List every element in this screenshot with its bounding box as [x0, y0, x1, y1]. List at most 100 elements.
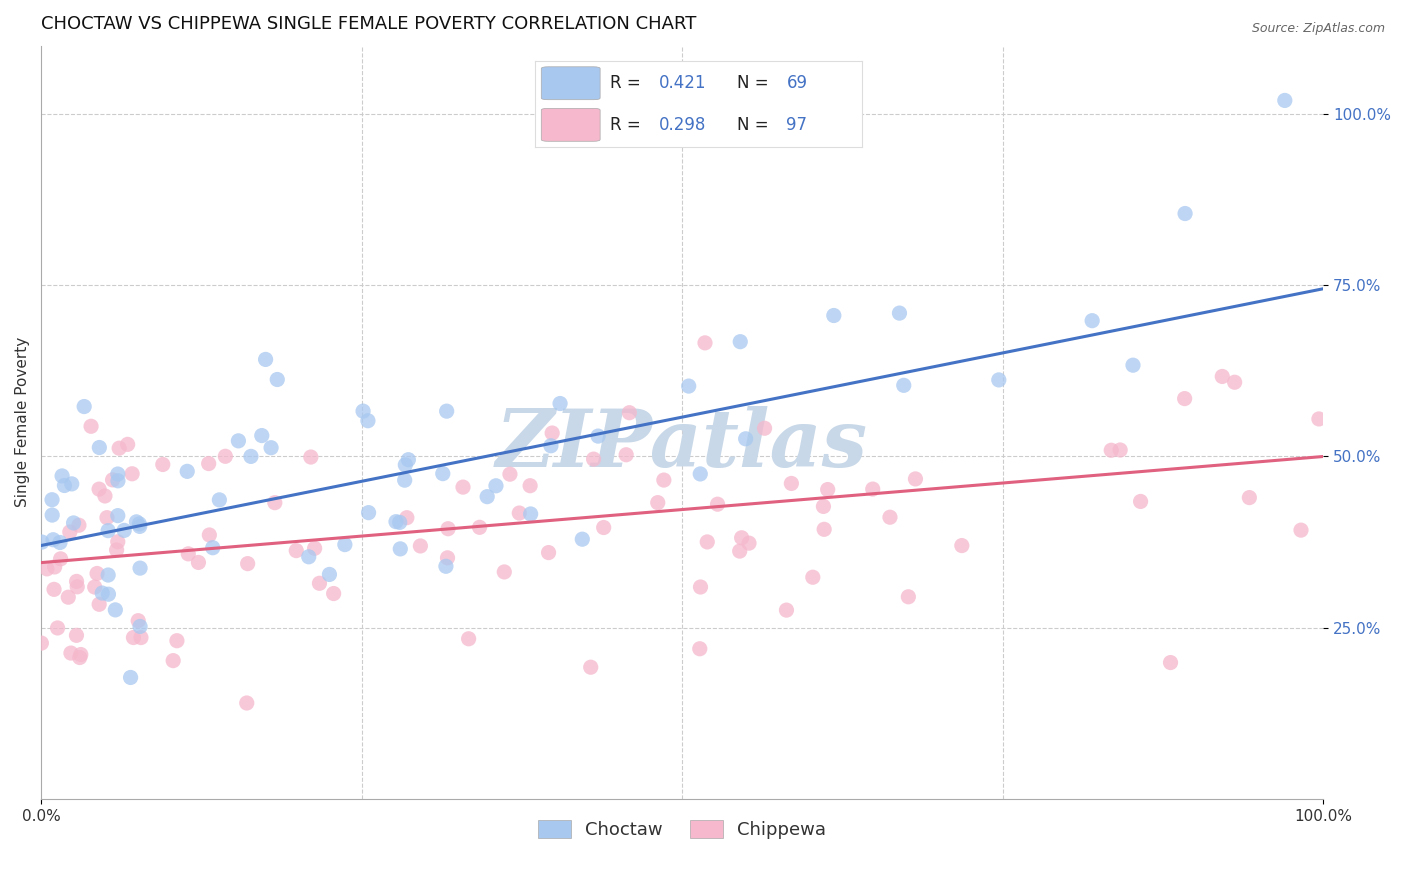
Point [436, 550, 458, 565]
Point [388, 516, 411, 530]
Point [41, 492, 63, 507]
Point [586, 429, 609, 443]
Point [693, 335, 716, 350]
Point [689, 641, 711, 656]
Point [987, 373, 1010, 387]
Point [304, 541, 326, 556]
Point [60, 476, 83, 491]
Point [437, 522, 460, 536]
Point [706, 497, 728, 511]
Point [389, 541, 412, 556]
Point [1274, 94, 1296, 108]
Point [266, 372, 288, 386]
Point [129, 619, 152, 633]
Point [87, 482, 110, 496]
Point [1081, 314, 1104, 328]
Point [236, 696, 259, 710]
Point [1289, 523, 1312, 537]
Point [89, 441, 111, 455]
Point [537, 545, 560, 559]
Point [780, 476, 803, 491]
Point [801, 570, 824, 584]
Point [285, 543, 308, 558]
Y-axis label: Single Female Poverty: Single Female Poverty [15, 337, 30, 508]
Point [58, 591, 80, 605]
Point [86, 566, 108, 581]
Point [548, 396, 571, 410]
Point [457, 632, 479, 646]
Point [80, 419, 103, 434]
Point [236, 557, 259, 571]
Point [51, 469, 73, 483]
Point [208, 492, 231, 507]
Point [571, 532, 593, 546]
Point [129, 561, 152, 575]
Point [89, 597, 111, 611]
Point [260, 441, 283, 455]
Point [97, 524, 120, 538]
Point [107, 508, 129, 523]
Point [734, 432, 756, 446]
Point [121, 467, 143, 481]
Point [689, 580, 711, 594]
Point [1160, 656, 1182, 670]
Point [1122, 358, 1144, 372]
Point [128, 516, 150, 531]
Point [823, 309, 845, 323]
Point [46, 621, 69, 635]
Point [97, 587, 120, 601]
Point [579, 660, 602, 674]
Point [432, 467, 454, 481]
Point [53, 478, 76, 492]
Point [541, 425, 564, 440]
Point [409, 539, 432, 553]
Point [1099, 443, 1122, 458]
Point [197, 457, 219, 471]
Point [67, 518, 90, 533]
Point [94, 489, 117, 503]
Point [107, 534, 129, 549]
Point [120, 670, 142, 684]
Point [879, 510, 901, 524]
Point [494, 565, 516, 579]
Point [614, 448, 637, 462]
Point [950, 539, 973, 553]
Point [201, 541, 224, 555]
Point [813, 522, 835, 536]
Point [308, 576, 330, 591]
Point [889, 306, 911, 320]
Point [177, 547, 200, 561]
Point [198, 528, 221, 542]
Point [122, 631, 145, 645]
Point [176, 464, 198, 478]
Point [62, 516, 84, 530]
Point [129, 631, 152, 645]
Point [104, 603, 127, 617]
Point [477, 490, 499, 504]
Point [73, 400, 96, 414]
Point [817, 483, 839, 497]
Point [42, 582, 65, 597]
Point [754, 421, 776, 435]
Point [1223, 376, 1246, 390]
Point [59, 524, 82, 539]
Point [31, 535, 53, 549]
Point [49, 552, 72, 566]
Point [519, 507, 541, 521]
Point [228, 434, 250, 448]
Point [904, 472, 927, 486]
Point [1129, 494, 1152, 508]
Point [30, 636, 52, 650]
Point [451, 480, 474, 494]
Point [318, 567, 340, 582]
Point [394, 473, 416, 487]
Point [187, 556, 209, 570]
Text: CHOCTAW VS CHIPPEWA SINGLE FEMALE POVERTY CORRELATION CHART: CHOCTAW VS CHIPPEWA SINGLE FEMALE POVERT… [41, 15, 696, 33]
Point [250, 428, 273, 442]
Point [112, 524, 135, 538]
Point [41, 508, 63, 522]
Point [813, 500, 835, 514]
Point [65, 628, 87, 642]
Point [83, 580, 105, 594]
Point [897, 590, 920, 604]
